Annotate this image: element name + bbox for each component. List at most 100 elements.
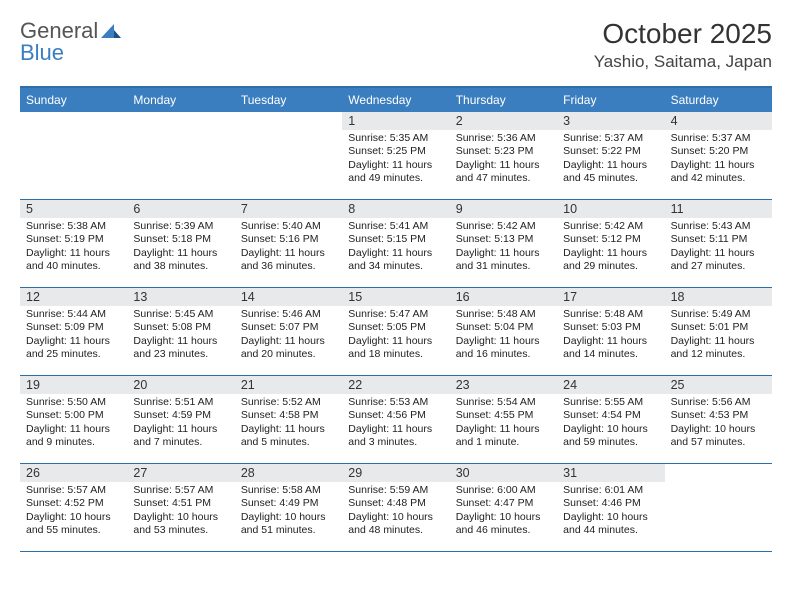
day-number: 16 [450, 288, 557, 306]
weekday-header: Sunday [20, 88, 127, 112]
page-title: October 2025 [594, 18, 772, 50]
calendar-cell: 13Sunrise: 5:45 AMSunset: 5:08 PMDayligh… [127, 288, 234, 376]
calendar-cell [20, 112, 127, 200]
calendar-cell: 19Sunrise: 5:50 AMSunset: 5:00 PMDayligh… [20, 376, 127, 464]
weekday-header: Friday [557, 88, 664, 112]
logo: GeneralBlue [20, 18, 121, 66]
calendar-cell: 31Sunrise: 6:01 AMSunset: 4:46 PMDayligh… [557, 464, 664, 552]
calendar-cell: 30Sunrise: 6:00 AMSunset: 4:47 PMDayligh… [450, 464, 557, 552]
day-details: Sunrise: 5:48 AMSunset: 5:04 PMDaylight:… [450, 306, 557, 366]
calendar-cell: 11Sunrise: 5:43 AMSunset: 5:11 PMDayligh… [665, 200, 772, 288]
day-number: 14 [235, 288, 342, 306]
day-number: 2 [450, 112, 557, 130]
day-details: Sunrise: 5:49 AMSunset: 5:01 PMDaylight:… [665, 306, 772, 366]
day-number: 26 [20, 464, 127, 482]
day-number: 15 [342, 288, 449, 306]
calendar-cell: 5Sunrise: 5:38 AMSunset: 5:19 PMDaylight… [20, 200, 127, 288]
day-details: Sunrise: 5:37 AMSunset: 5:22 PMDaylight:… [557, 130, 664, 190]
calendar-header-row: SundayMondayTuesdayWednesdayThursdayFrid… [20, 88, 772, 112]
weekday-header: Saturday [665, 88, 772, 112]
day-number: 10 [557, 200, 664, 218]
day-number: 6 [127, 200, 234, 218]
day-number: 20 [127, 376, 234, 394]
day-details: Sunrise: 5:52 AMSunset: 4:58 PMDaylight:… [235, 394, 342, 454]
calendar-cell: 18Sunrise: 5:49 AMSunset: 5:01 PMDayligh… [665, 288, 772, 376]
day-number: 28 [235, 464, 342, 482]
calendar-cell: 17Sunrise: 5:48 AMSunset: 5:03 PMDayligh… [557, 288, 664, 376]
calendar-cell: 26Sunrise: 5:57 AMSunset: 4:52 PMDayligh… [20, 464, 127, 552]
day-details: Sunrise: 5:57 AMSunset: 4:51 PMDaylight:… [127, 482, 234, 542]
day-details: Sunrise: 5:50 AMSunset: 5:00 PMDaylight:… [20, 394, 127, 454]
calendar-cell [127, 112, 234, 200]
calendar-cell: 3Sunrise: 5:37 AMSunset: 5:22 PMDaylight… [557, 112, 664, 200]
weekday-header: Monday [127, 88, 234, 112]
day-number: 12 [20, 288, 127, 306]
day-details: Sunrise: 5:44 AMSunset: 5:09 PMDaylight:… [20, 306, 127, 366]
logo-mark-icon [101, 18, 121, 44]
day-number: 17 [557, 288, 664, 306]
calendar-cell: 7Sunrise: 5:40 AMSunset: 5:16 PMDaylight… [235, 200, 342, 288]
day-number: 8 [342, 200, 449, 218]
day-details: Sunrise: 5:42 AMSunset: 5:13 PMDaylight:… [450, 218, 557, 278]
day-details: Sunrise: 6:00 AMSunset: 4:47 PMDaylight:… [450, 482, 557, 542]
location-text: Yashio, Saitama, Japan [594, 52, 772, 72]
day-details: Sunrise: 5:39 AMSunset: 5:18 PMDaylight:… [127, 218, 234, 278]
calendar-cell: 2Sunrise: 5:36 AMSunset: 5:23 PMDaylight… [450, 112, 557, 200]
day-number: 9 [450, 200, 557, 218]
calendar-cell: 23Sunrise: 5:54 AMSunset: 4:55 PMDayligh… [450, 376, 557, 464]
day-number: 23 [450, 376, 557, 394]
day-details: Sunrise: 5:59 AMSunset: 4:48 PMDaylight:… [342, 482, 449, 542]
day-details: Sunrise: 6:01 AMSunset: 4:46 PMDaylight:… [557, 482, 664, 542]
header: GeneralBlue October 2025 Yashio, Saitama… [20, 18, 772, 72]
calendar-body: 1Sunrise: 5:35 AMSunset: 5:25 PMDaylight… [20, 112, 772, 552]
calendar-cell: 22Sunrise: 5:53 AMSunset: 4:56 PMDayligh… [342, 376, 449, 464]
day-number: 24 [557, 376, 664, 394]
calendar-cell: 16Sunrise: 5:48 AMSunset: 5:04 PMDayligh… [450, 288, 557, 376]
day-number: 30 [450, 464, 557, 482]
calendar-cell: 6Sunrise: 5:39 AMSunset: 5:18 PMDaylight… [127, 200, 234, 288]
day-details: Sunrise: 5:54 AMSunset: 4:55 PMDaylight:… [450, 394, 557, 454]
day-number: 22 [342, 376, 449, 394]
calendar-cell: 15Sunrise: 5:47 AMSunset: 5:05 PMDayligh… [342, 288, 449, 376]
calendar-cell: 4Sunrise: 5:37 AMSunset: 5:20 PMDaylight… [665, 112, 772, 200]
day-number: 1 [342, 112, 449, 130]
calendar-cell: 1Sunrise: 5:35 AMSunset: 5:25 PMDaylight… [342, 112, 449, 200]
day-details: Sunrise: 5:46 AMSunset: 5:07 PMDaylight:… [235, 306, 342, 366]
weekday-header: Wednesday [342, 88, 449, 112]
day-number: 31 [557, 464, 664, 482]
calendar-cell: 8Sunrise: 5:41 AMSunset: 5:15 PMDaylight… [342, 200, 449, 288]
day-number: 4 [665, 112, 772, 130]
calendar-cell: 29Sunrise: 5:59 AMSunset: 4:48 PMDayligh… [342, 464, 449, 552]
day-details: Sunrise: 5:38 AMSunset: 5:19 PMDaylight:… [20, 218, 127, 278]
day-details: Sunrise: 5:36 AMSunset: 5:23 PMDaylight:… [450, 130, 557, 190]
day-details: Sunrise: 5:35 AMSunset: 5:25 PMDaylight:… [342, 130, 449, 190]
day-details: Sunrise: 5:40 AMSunset: 5:16 PMDaylight:… [235, 218, 342, 278]
calendar-cell: 21Sunrise: 5:52 AMSunset: 4:58 PMDayligh… [235, 376, 342, 464]
day-details: Sunrise: 5:45 AMSunset: 5:08 PMDaylight:… [127, 306, 234, 366]
calendar-cell: 20Sunrise: 5:51 AMSunset: 4:59 PMDayligh… [127, 376, 234, 464]
day-number: 13 [127, 288, 234, 306]
day-details: Sunrise: 5:56 AMSunset: 4:53 PMDaylight:… [665, 394, 772, 454]
day-details: Sunrise: 5:47 AMSunset: 5:05 PMDaylight:… [342, 306, 449, 366]
weekday-header: Thursday [450, 88, 557, 112]
day-details: Sunrise: 5:37 AMSunset: 5:20 PMDaylight:… [665, 130, 772, 190]
day-number: 3 [557, 112, 664, 130]
day-number: 7 [235, 200, 342, 218]
calendar-cell: 27Sunrise: 5:57 AMSunset: 4:51 PMDayligh… [127, 464, 234, 552]
day-details: Sunrise: 5:55 AMSunset: 4:54 PMDaylight:… [557, 394, 664, 454]
day-details: Sunrise: 5:42 AMSunset: 5:12 PMDaylight:… [557, 218, 664, 278]
day-number: 5 [20, 200, 127, 218]
calendar-cell [235, 112, 342, 200]
calendar-cell: 9Sunrise: 5:42 AMSunset: 5:13 PMDaylight… [450, 200, 557, 288]
day-number: 11 [665, 200, 772, 218]
day-details: Sunrise: 5:57 AMSunset: 4:52 PMDaylight:… [20, 482, 127, 542]
day-details: Sunrise: 5:43 AMSunset: 5:11 PMDaylight:… [665, 218, 772, 278]
calendar-cell: 14Sunrise: 5:46 AMSunset: 5:07 PMDayligh… [235, 288, 342, 376]
day-details: Sunrise: 5:58 AMSunset: 4:49 PMDaylight:… [235, 482, 342, 542]
day-details: Sunrise: 5:51 AMSunset: 4:59 PMDaylight:… [127, 394, 234, 454]
day-number: 18 [665, 288, 772, 306]
day-details: Sunrise: 5:53 AMSunset: 4:56 PMDaylight:… [342, 394, 449, 454]
day-number: 21 [235, 376, 342, 394]
calendar-cell: 10Sunrise: 5:42 AMSunset: 5:12 PMDayligh… [557, 200, 664, 288]
calendar-cell: 12Sunrise: 5:44 AMSunset: 5:09 PMDayligh… [20, 288, 127, 376]
